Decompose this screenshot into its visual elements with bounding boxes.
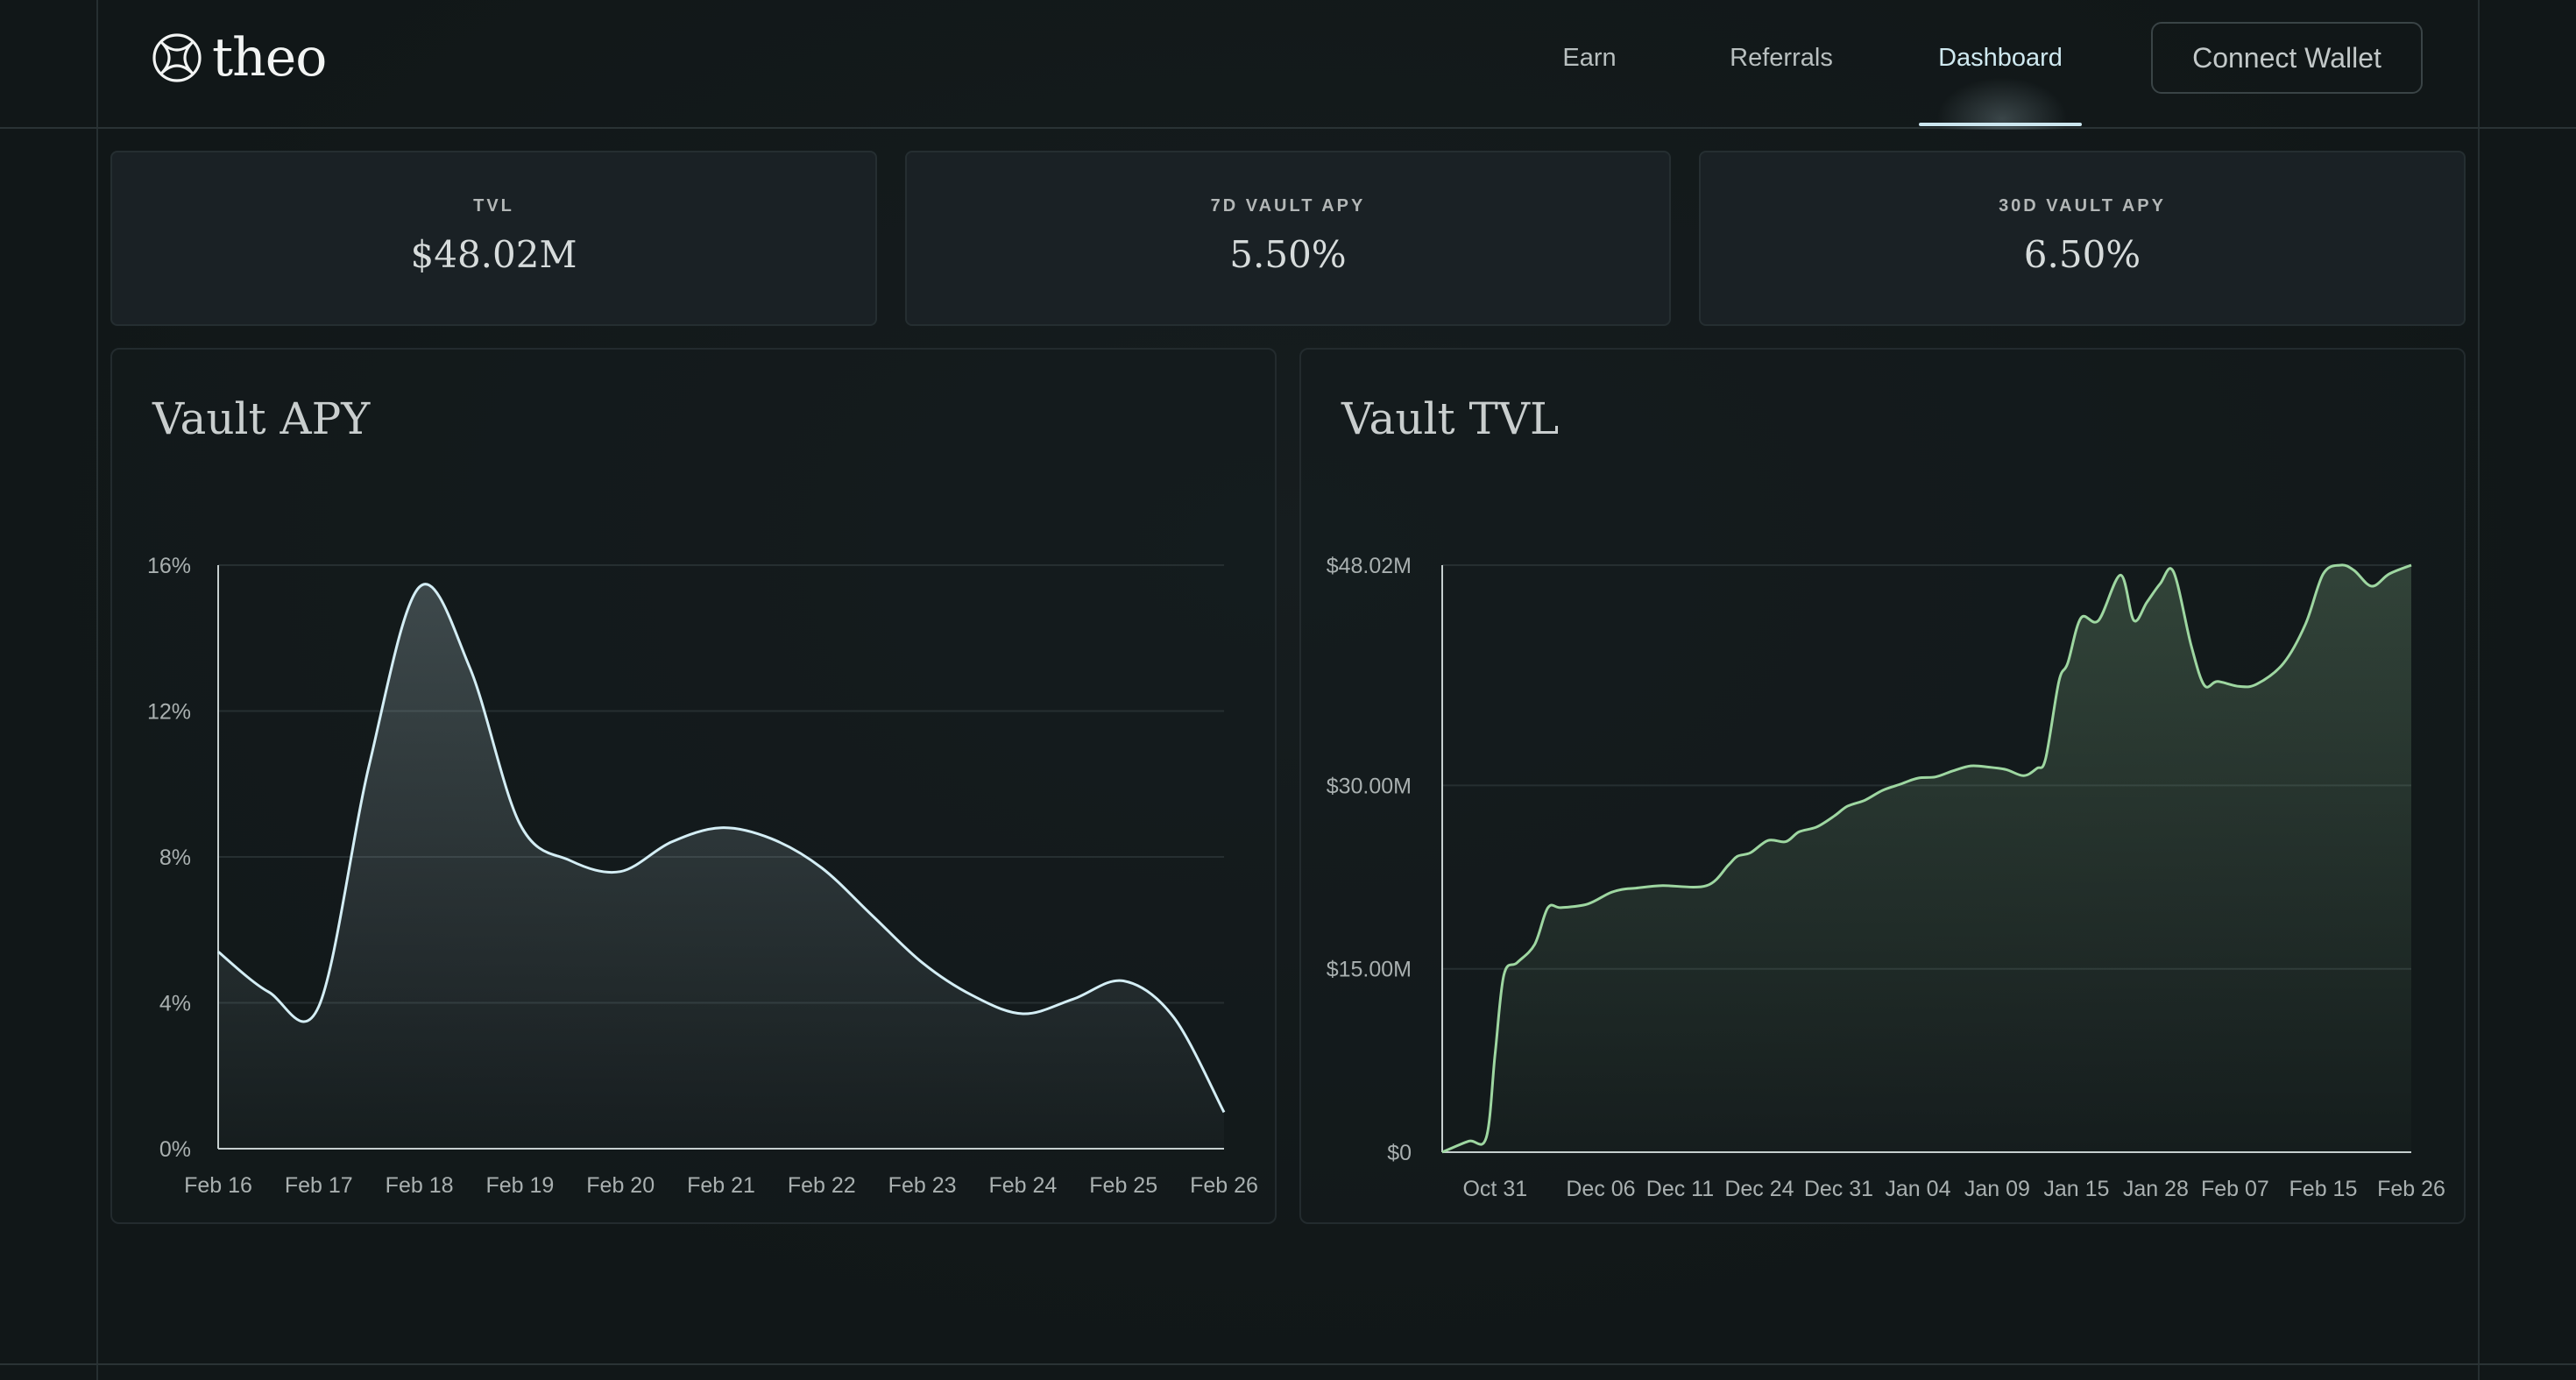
x-tick-label: Feb 23 [888,1173,957,1198]
vault-apy-chart[interactable]: 0% 4% 8% 12% 16% Feb 16 Feb 17 Feb 18 Feb 19 Feb … [112,350,1278,1226]
frame-line-left [96,0,98,1380]
brand-name: theo [212,27,327,88]
y-tick-label: 0% [159,1137,191,1162]
panel-title: Vault APY [152,393,371,444]
vault-tvl-chart[interactable]: $0 $15.00M $30.00M $48.02M Oct 31 Dec 06 Dec 1… [1301,350,2467,1226]
x-tick-label: Feb 22 [788,1173,856,1198]
nav-active-indicator [1919,123,2082,126]
panel-title: Vault TVL [1341,393,1560,444]
series-line [1441,563,2412,1154]
x-tick-label: Dec 06 [1566,1177,1635,1201]
header-divider [0,127,2576,129]
x-tick-label: Jan 15 [2043,1177,2109,1201]
stat-value: 6.50% [2023,233,2141,276]
stat-card-tvl: TVL $48.02M [110,151,877,326]
y-tick-label: 16% [147,554,191,578]
y-tick-label: 12% [147,700,191,725]
y-tick-label: $30.00M [1327,774,1412,798]
nav-earn[interactable]: Earn [1562,44,1617,72]
stat-label: 7D VAULT APY [1210,196,1366,216]
x-tick-label: Feb 25 [1089,1173,1157,1198]
vault-apy-panel: Vault APY 0% 4% 8% 12% 16% Feb 16 Feb 17 Feb 18… [110,348,1277,1224]
y-tick-label: $15.00M [1327,958,1412,982]
theo-logo-icon [152,33,202,82]
stat-label: 30D VAULT APY [1999,196,2166,216]
x-tick-label: Feb 19 [485,1173,554,1198]
nav-dashboard[interactable]: Dashboard [1938,44,2063,72]
y-tick-label: $0 [1387,1141,1412,1165]
x-tick-label: Feb 17 [285,1173,353,1198]
y-tick-label: 4% [159,992,191,1016]
x-tick-label: Feb 21 [687,1173,755,1198]
x-tick-label: Feb 15 [2289,1177,2358,1201]
series-area [1442,564,2411,1152]
x-tick-label: Jan 04 [1885,1177,1950,1201]
stat-value: $48.02M [410,233,577,276]
series-area [218,584,1224,1149]
stat-card-7d-apy: 7D VAULT APY 5.50% [905,151,1671,326]
x-tick-label: Dec 24 [1724,1177,1794,1201]
stat-value: 5.50% [1229,233,1347,276]
brand-logo[interactable]: theo [151,27,327,88]
series-line [217,583,1226,1114]
x-tick-label: Feb 07 [2201,1177,2269,1201]
footer-divider [0,1363,2576,1365]
connect-wallet-button[interactable]: Connect Wallet [2151,22,2423,94]
x-tick-label: Feb 20 [586,1173,655,1198]
x-tick-label: Feb 26 [2377,1177,2445,1201]
x-tick-label: Dec 11 [1646,1177,1714,1201]
y-tick-label: $48.02M [1327,554,1412,578]
nav-active-glow [1936,77,2068,130]
x-tick-label: Feb 18 [386,1173,454,1198]
nav-referrals[interactable]: Referrals [1730,44,1833,72]
vault-tvl-panel: Vault TVL $0 $15.00M $30.00M $48.02M Oct 31 D… [1299,348,2466,1224]
x-tick-label: Feb 16 [184,1173,252,1198]
x-tick-label: Jan 28 [2123,1177,2189,1201]
frame-line-right [2478,0,2480,1380]
x-tick-label: Oct 31 [1462,1177,1527,1201]
x-tick-label: Dec 31 [1804,1177,1873,1201]
y-tick-label: 8% [159,846,191,870]
x-tick-label: Jan 09 [1964,1177,2030,1201]
x-tick-label: Feb 26 [1190,1173,1258,1198]
x-tick-label: Feb 24 [988,1173,1057,1198]
stat-card-30d-apy: 30D VAULT APY 6.50% [1699,151,2466,326]
stat-label: TVL [473,196,514,216]
